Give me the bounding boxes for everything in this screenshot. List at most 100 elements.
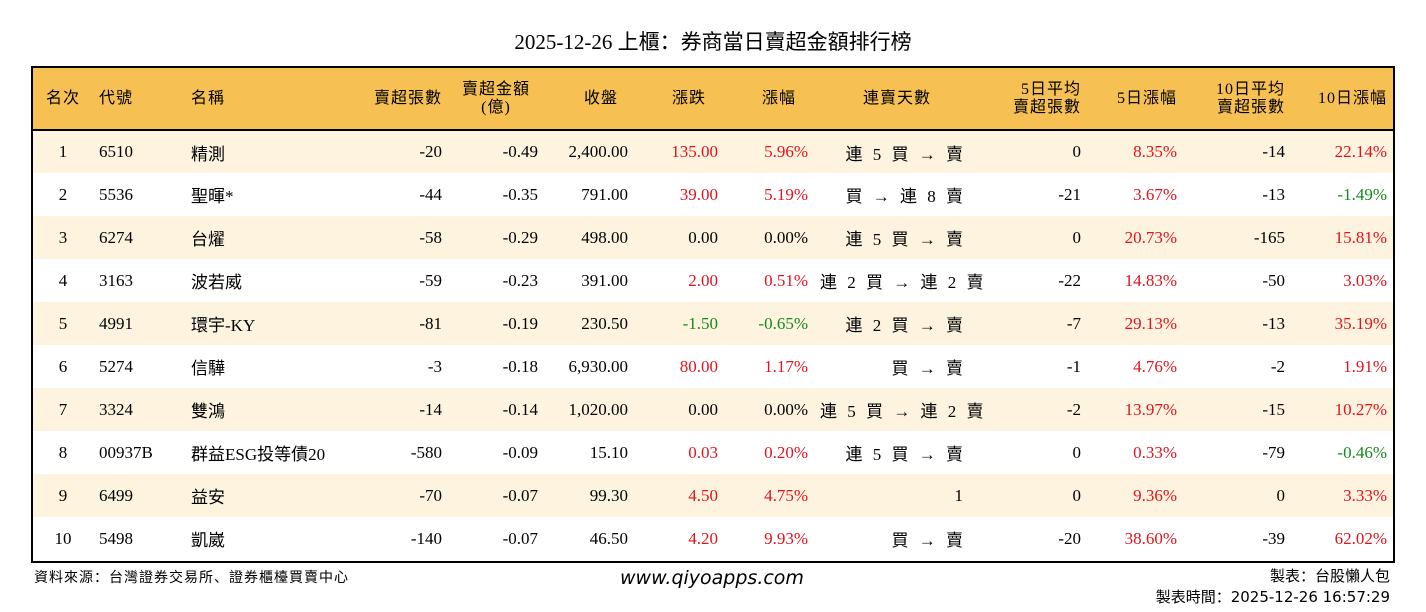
cell-close: 6,930.00 (568, 356, 629, 376)
cell-change-pct: 0.51% (764, 270, 808, 290)
cell-close: 498.00 (581, 227, 628, 247)
cell-chg10: 35.19% (1334, 313, 1387, 333)
cell-code: 6274 (99, 227, 133, 247)
cell-avg5: -20 (1058, 528, 1081, 548)
cell-net-sell-lots: -580 (410, 442, 442, 462)
cell-change: -1.50 (682, 313, 718, 333)
cell-avg5: 0 (1072, 442, 1082, 462)
cell-net-sell-amount: -0.35 (502, 184, 538, 204)
header-avg10-line2: 賣超張數 (1216, 98, 1285, 116)
header-avg10-line1: 10日平均 (1215, 80, 1285, 98)
header-close: 收盤 (583, 89, 618, 107)
cell-change-pct: 4.75% (764, 485, 808, 505)
table-row: 9 6499 益安 -70 -0.07 99.30 4.50 4.75% 1 0 9.36% 0 3.3… (33, 474, 1393, 517)
cell-name: 精測 (191, 144, 225, 164)
cell-rank: 10 (54, 528, 72, 548)
cell-avg10: -39 (1262, 528, 1285, 548)
cell-avg5: 0 (1072, 485, 1082, 505)
cell-code: 5536 (99, 184, 133, 204)
cell-change-pct: 5.19% (764, 184, 808, 204)
header-chg10: 10日漲幅 (1317, 89, 1387, 107)
cell-net-sell-lots: -14 (419, 399, 442, 419)
cell-avg5: -2 (1066, 399, 1081, 419)
cell-avg10: -14 (1262, 142, 1285, 161)
cell-chg5: 14.83% (1124, 270, 1177, 290)
cell-chg5: 4.76% (1133, 356, 1177, 376)
cell-chg5: 3.67% (1133, 184, 1177, 204)
cell-name: 環宇-KY (191, 316, 256, 335)
header-name: 名稱 (191, 89, 226, 107)
cell-net-sell-lots: -70 (419, 485, 442, 505)
table-row: 7 3324 雙鴻 -14 -0.14 1,020.00 0.00 0.00% 連 5 買 → … (33, 388, 1393, 431)
footer-credits: 製表：台股懶人包 製表時間：2025-12-26 16:57:29 (1156, 566, 1390, 608)
cell-chg10: 3.33% (1343, 485, 1387, 505)
cell-net-sell-amount: -0.23 (502, 270, 538, 290)
cell-rank: 4 (58, 270, 68, 290)
data-source: 資料來源：台灣證券交易所、證券櫃檯買賣中心 (34, 570, 349, 586)
cell-name: 台燿 (191, 230, 225, 249)
cell-net-sell-lots: -140 (410, 528, 442, 548)
cell-chg10: 22.14% (1334, 142, 1387, 161)
cell-net-sell-lots: -44 (419, 184, 442, 204)
cell-chg5: 0.33% (1133, 442, 1177, 462)
cell-net-sell-amount: -0.14 (502, 399, 538, 419)
cell-change: 2.00 (688, 270, 718, 290)
cell-name: 益安 (191, 488, 225, 507)
cell-avg10: -2 (1270, 356, 1285, 376)
cell-chg10: -1.49% (1337, 184, 1387, 204)
header-net-sell-amount-line1: 賣超金額 (461, 80, 530, 98)
cell-net-sell-amount: -0.09 (502, 442, 538, 462)
cell-change-pct: -0.65% (758, 313, 808, 333)
table-row: 5 4991 環宇-KY -81 -0.19 230.50 -1.50 -0.65% 連 2 買… (33, 302, 1393, 345)
table-row: 4 3163 波若威 -59 -0.23 391.00 2.00 0.51% 連 2 買 → 連… (33, 259, 1393, 302)
cell-close: 46.50 (589, 528, 628, 548)
cell-net-sell-lots: -59 (419, 270, 442, 290)
cell-name: 信驊 (191, 359, 225, 378)
cell-rank: 3 (58, 227, 68, 247)
cell-change-pct: 0.00% (764, 227, 808, 247)
cell-avg10: -50 (1262, 270, 1285, 290)
header-net-sell-amount-line2: (億) (481, 98, 511, 116)
cell-streak: 連 5 買 → 賣 (845, 144, 966, 164)
cell-streak: 買 → 賣 (891, 359, 966, 378)
ranking-table-container: 名次 代號 名稱 賣超張數 賣超金額 (億) 收盤 漲跌 漲幅 連賣天數 5日平… (31, 66, 1395, 563)
cell-chg5: 38.60% (1124, 528, 1177, 548)
cell-code: 6510 (99, 142, 133, 161)
cell-change: 0.00 (688, 399, 718, 419)
cell-change: 135.00 (671, 142, 718, 161)
cell-chg5: 8.35% (1133, 142, 1177, 161)
cell-rank: 6 (58, 356, 68, 376)
header-chg5: 5日漲幅 (1116, 89, 1177, 107)
cell-change-pct: 0.20% (764, 442, 808, 462)
ranking-table: 名次 代號 名稱 賣超張數 賣超金額 (億) 收盤 漲跌 漲幅 連賣天數 5日平… (33, 68, 1393, 560)
cell-avg5: -1 (1066, 356, 1081, 376)
cell-streak: 連 2 買 → 連 2 賣 (820, 273, 987, 292)
cell-net-sell-amount: -0.07 (502, 528, 538, 548)
cell-close: 2,400.00 (568, 142, 629, 161)
cell-rank: 9 (58, 485, 68, 505)
cell-streak: 連 5 買 → 賣 (845, 230, 966, 249)
header-net-sell-lots: 賣超張數 (373, 89, 442, 107)
cell-net-sell-amount: -0.07 (502, 485, 538, 505)
cell-code: 3163 (99, 270, 133, 290)
cell-chg5: 9.36% (1133, 485, 1177, 505)
header-avg5-line2: 賣超張數 (1012, 98, 1081, 116)
page-title: 2025-12-26 上櫃：券商當日賣超金額排行榜 (514, 30, 912, 54)
cell-chg10: 1.91% (1343, 356, 1387, 376)
cell-streak: 買 → 賣 (891, 531, 966, 550)
cell-avg5: 0 (1072, 142, 1082, 161)
website-link[interactable]: www.qiyoapps.com (620, 567, 804, 589)
cell-chg10: 15.81% (1334, 227, 1387, 247)
cell-name: 凱崴 (191, 531, 225, 550)
cell-net-sell-lots: -3 (427, 356, 442, 376)
cell-code: 5498 (99, 528, 133, 548)
table-row: 8 00937B 群益ESG投等債20 -580 -0.09 15.10 0.03 0.20%… (33, 431, 1393, 474)
table-row: 1 6510 精測 -20 -0.49 2,400.00 135.00 5.96% 連 5 買 … (33, 130, 1393, 173)
cell-name: 聖暉* (191, 187, 234, 206)
table-row: 2 5536 聖暉* -44 -0.35 791.00 39.00 5.19% 買 → 連 8 … (33, 173, 1393, 216)
cell-change-pct: 1.17% (764, 356, 808, 376)
cell-close: 391.00 (581, 270, 628, 290)
cell-change: 80.00 (679, 356, 718, 376)
cell-rank: 7 (58, 399, 68, 419)
cell-change: 0.03 (688, 442, 718, 462)
